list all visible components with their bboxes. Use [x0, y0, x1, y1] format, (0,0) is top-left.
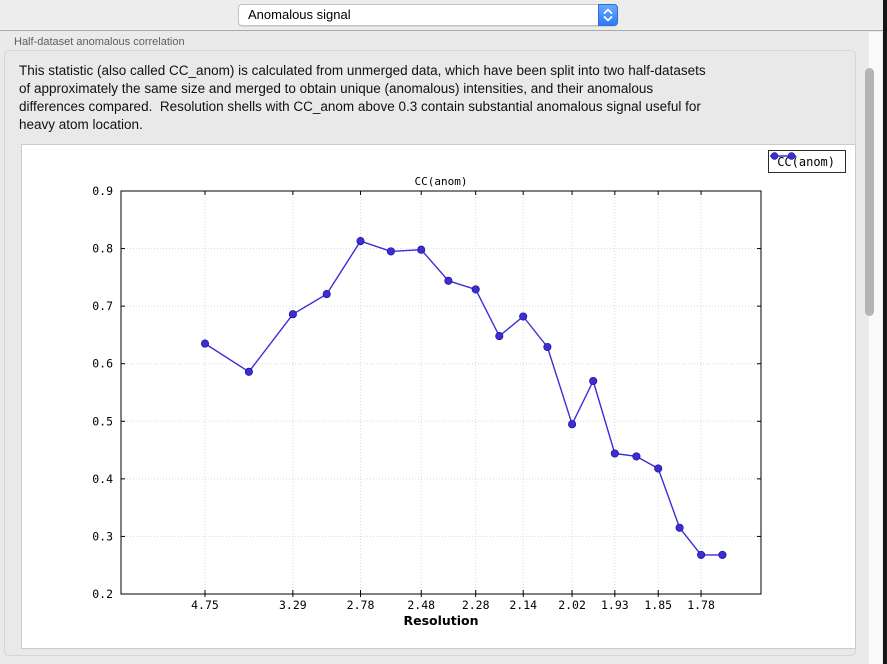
chart-figure: 0.2 0.3 0.4 0.5 0.6 0.7 0.8 0.9 4.75 3.29 2.78 2.48… [21, 144, 856, 649]
svg-text:0.9: 0.9 [92, 184, 113, 198]
svg-text:1.93: 1.93 [601, 598, 629, 612]
svg-text:CC(anom): CC(anom) [415, 175, 468, 188]
svg-text:2.14: 2.14 [509, 598, 537, 612]
plot-type-selected-value: Anomalous signal [248, 7, 351, 22]
svg-text:2.02: 2.02 [558, 598, 586, 612]
chart-legend: CC(anom) [768, 150, 846, 173]
svg-text:0.3: 0.3 [92, 529, 113, 543]
chart-svg: 0.2 0.3 0.4 0.5 0.6 0.7 0.8 0.9 4.75 3.29 2.78 2.48… [92, 175, 762, 628]
chevron-up-down-icon [598, 4, 618, 26]
svg-text:0.5: 0.5 [92, 414, 113, 428]
svg-text:1.85: 1.85 [644, 598, 672, 612]
plot-type-select[interactable]: Anomalous signal [238, 4, 618, 26]
svg-text:3.29: 3.29 [279, 598, 307, 612]
description-line: heavy atom location. [19, 117, 143, 132]
section-label: Half-dataset anomalous correlation [14, 36, 185, 48]
svg-text:2.48: 2.48 [407, 598, 435, 612]
description-text: This statistic (also called CC_anom) is … [19, 62, 706, 134]
svg-text:2.78: 2.78 [347, 598, 375, 612]
svg-text:0.6: 0.6 [92, 357, 113, 371]
svg-text:2.28: 2.28 [462, 598, 490, 612]
svg-text:Resolution: Resolution [403, 613, 478, 628]
svg-text:4.75: 4.75 [191, 598, 219, 612]
description-line: differences compared. Resolution shells … [19, 99, 701, 114]
svg-text:1.78: 1.78 [687, 598, 715, 612]
svg-text:0.7: 0.7 [92, 299, 113, 313]
svg-text:0.8: 0.8 [92, 242, 113, 256]
svg-text:0.2: 0.2 [92, 587, 113, 601]
svg-text:0.4: 0.4 [92, 472, 113, 486]
legend-marker-icon [770, 152, 797, 160]
group-panel: This statistic (also called CC_anom) is … [4, 50, 856, 656]
description-line: of approximately the same size and merge… [19, 81, 654, 96]
description-line: This statistic (also called CC_anom) is … [19, 63, 706, 78]
top-bar: Anomalous signal [0, 0, 887, 31]
scrollbar-track[interactable] [865, 32, 882, 664]
window-edge [883, 0, 887, 664]
scrollbar-thumb[interactable] [865, 68, 874, 316]
